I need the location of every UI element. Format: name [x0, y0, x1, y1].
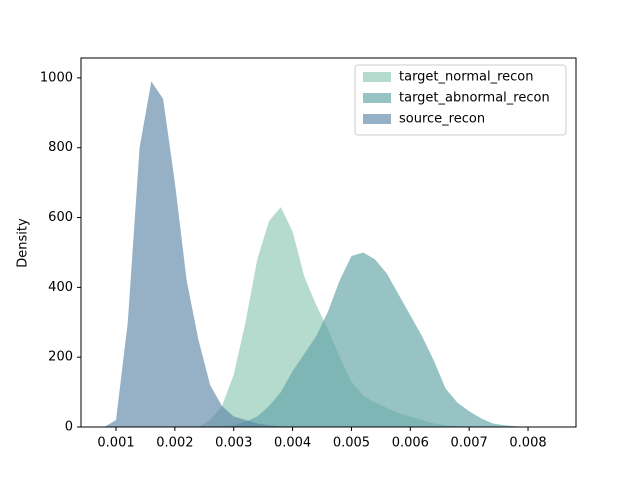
y-tick-label: 200 — [48, 350, 73, 365]
x-tick-label: 0.007 — [451, 436, 488, 451]
legend-label: target_normal_recon — [399, 70, 533, 85]
y-tick-label: 400 — [48, 280, 73, 295]
x-tick-label: 0.008 — [509, 436, 546, 451]
legend-swatch — [363, 72, 391, 82]
legend-box — [354, 64, 567, 136]
y-tick-label: 800 — [48, 140, 73, 155]
legend-label: source_recon — [399, 112, 485, 127]
x-tick-label: 0.005 — [333, 436, 370, 451]
plot-frame — [80, 57, 577, 428]
x-tick-label: 0.006 — [392, 436, 429, 451]
density-area — [104, 252, 552, 427]
y-tick-label: 1000 — [40, 70, 73, 85]
x-tick-label: 0.002 — [156, 436, 193, 451]
x-tick-label: 0.003 — [215, 436, 252, 451]
y-tick-label: 0 — [65, 420, 73, 435]
legend-label: target_abnormal_recon — [399, 91, 550, 106]
y-tick-label: 600 — [48, 210, 73, 225]
x-tick-label: 0.001 — [97, 436, 134, 451]
x-tick-label: 0.004 — [274, 436, 311, 451]
legend-swatch — [363, 93, 391, 103]
legend: target_normal_recon target_abnormal_recon… — [354, 64, 567, 136]
y-axis-label: Density — [16, 218, 31, 268]
density-area — [104, 81, 552, 428]
legend-swatch — [363, 114, 391, 124]
